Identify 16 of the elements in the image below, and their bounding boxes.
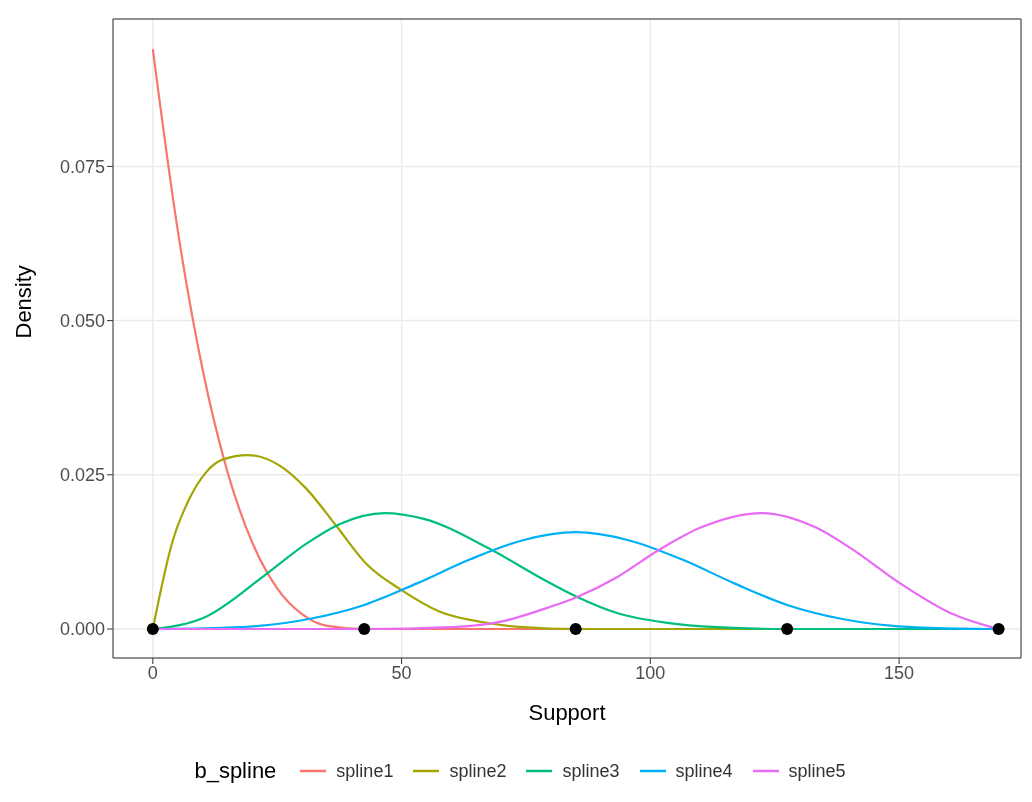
legend-label: spline5 [788, 760, 846, 782]
y-axis-title: Density [10, 265, 36, 339]
y-tick-label: 0.050 [59, 311, 105, 331]
legend-label: spline2 [449, 760, 507, 782]
legend-label: spline3 [562, 760, 620, 782]
x-tick-label: 0 [147, 662, 158, 683]
y-tick-label: 0.025 [59, 465, 105, 486]
x-tick-label: 50 [391, 662, 412, 683]
x-tick-label: 100 [635, 662, 666, 683]
x-axis-title: Support [528, 700, 606, 725]
legend-title: b_spline [194, 758, 277, 784]
x-tick-label: 150 [884, 662, 915, 683]
y-tick-label: 0.075 [59, 156, 105, 177]
y-tick-label: 0.000 [59, 619, 105, 640]
legend-label: spline1 [336, 760, 394, 782]
legend-label: spline4 [675, 760, 733, 782]
